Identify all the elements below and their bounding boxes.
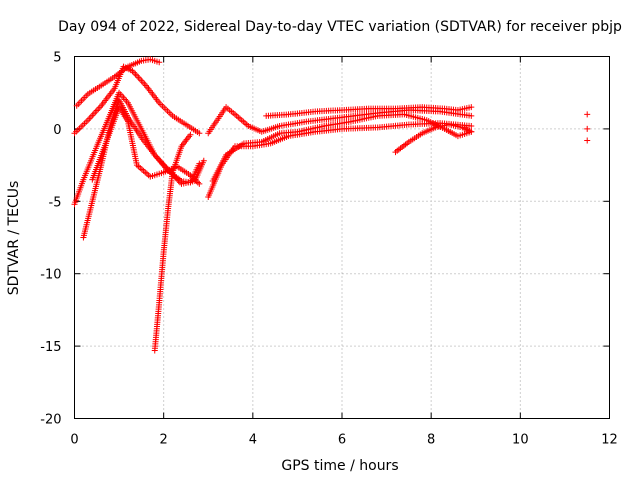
- data-point: [468, 112, 475, 119]
- x-tick-label: 12: [601, 433, 618, 448]
- data-point: [584, 125, 591, 132]
- data-point: [196, 160, 203, 167]
- data-point: [468, 104, 475, 111]
- x-tick-label: 4: [249, 433, 257, 448]
- data-point: [191, 176, 198, 183]
- x-tick-label: 2: [160, 433, 168, 448]
- x-axis-label: GPS time / hours: [281, 458, 398, 474]
- data-point: [193, 178, 200, 185]
- y-tick-label: 5: [53, 51, 61, 66]
- data-point: [200, 157, 207, 164]
- data-point: [468, 128, 475, 135]
- data-point: [194, 179, 201, 186]
- x-tick-label: 8: [427, 433, 435, 448]
- y-tick-label: -20: [40, 413, 61, 428]
- x-tick-label: 0: [70, 433, 78, 448]
- x-tick-label: 10: [512, 433, 529, 448]
- y-tick-label: -10: [40, 268, 61, 283]
- chart-title: Day 094 of 2022, Sidereal Day-to-day VTE…: [58, 19, 622, 35]
- data-point: [584, 137, 591, 144]
- data-point: [188, 173, 195, 180]
- data-point: [196, 130, 203, 137]
- data-point: [156, 59, 163, 66]
- data-point: [187, 131, 194, 138]
- data-point: [187, 172, 194, 179]
- y-tick-label: -15: [40, 340, 61, 355]
- data-point: [190, 175, 197, 182]
- x-tick-label: 6: [338, 433, 346, 448]
- data-point: [196, 180, 203, 187]
- y-tick-label: -5: [49, 195, 62, 210]
- data-markers: [71, 56, 591, 354]
- y-axis-label: SDTVAR / TECUs: [6, 181, 22, 296]
- y-tick-label: 0: [53, 123, 61, 138]
- plot-frame: [74, 56, 610, 419]
- data-point: [468, 123, 475, 130]
- data-point: [584, 111, 591, 118]
